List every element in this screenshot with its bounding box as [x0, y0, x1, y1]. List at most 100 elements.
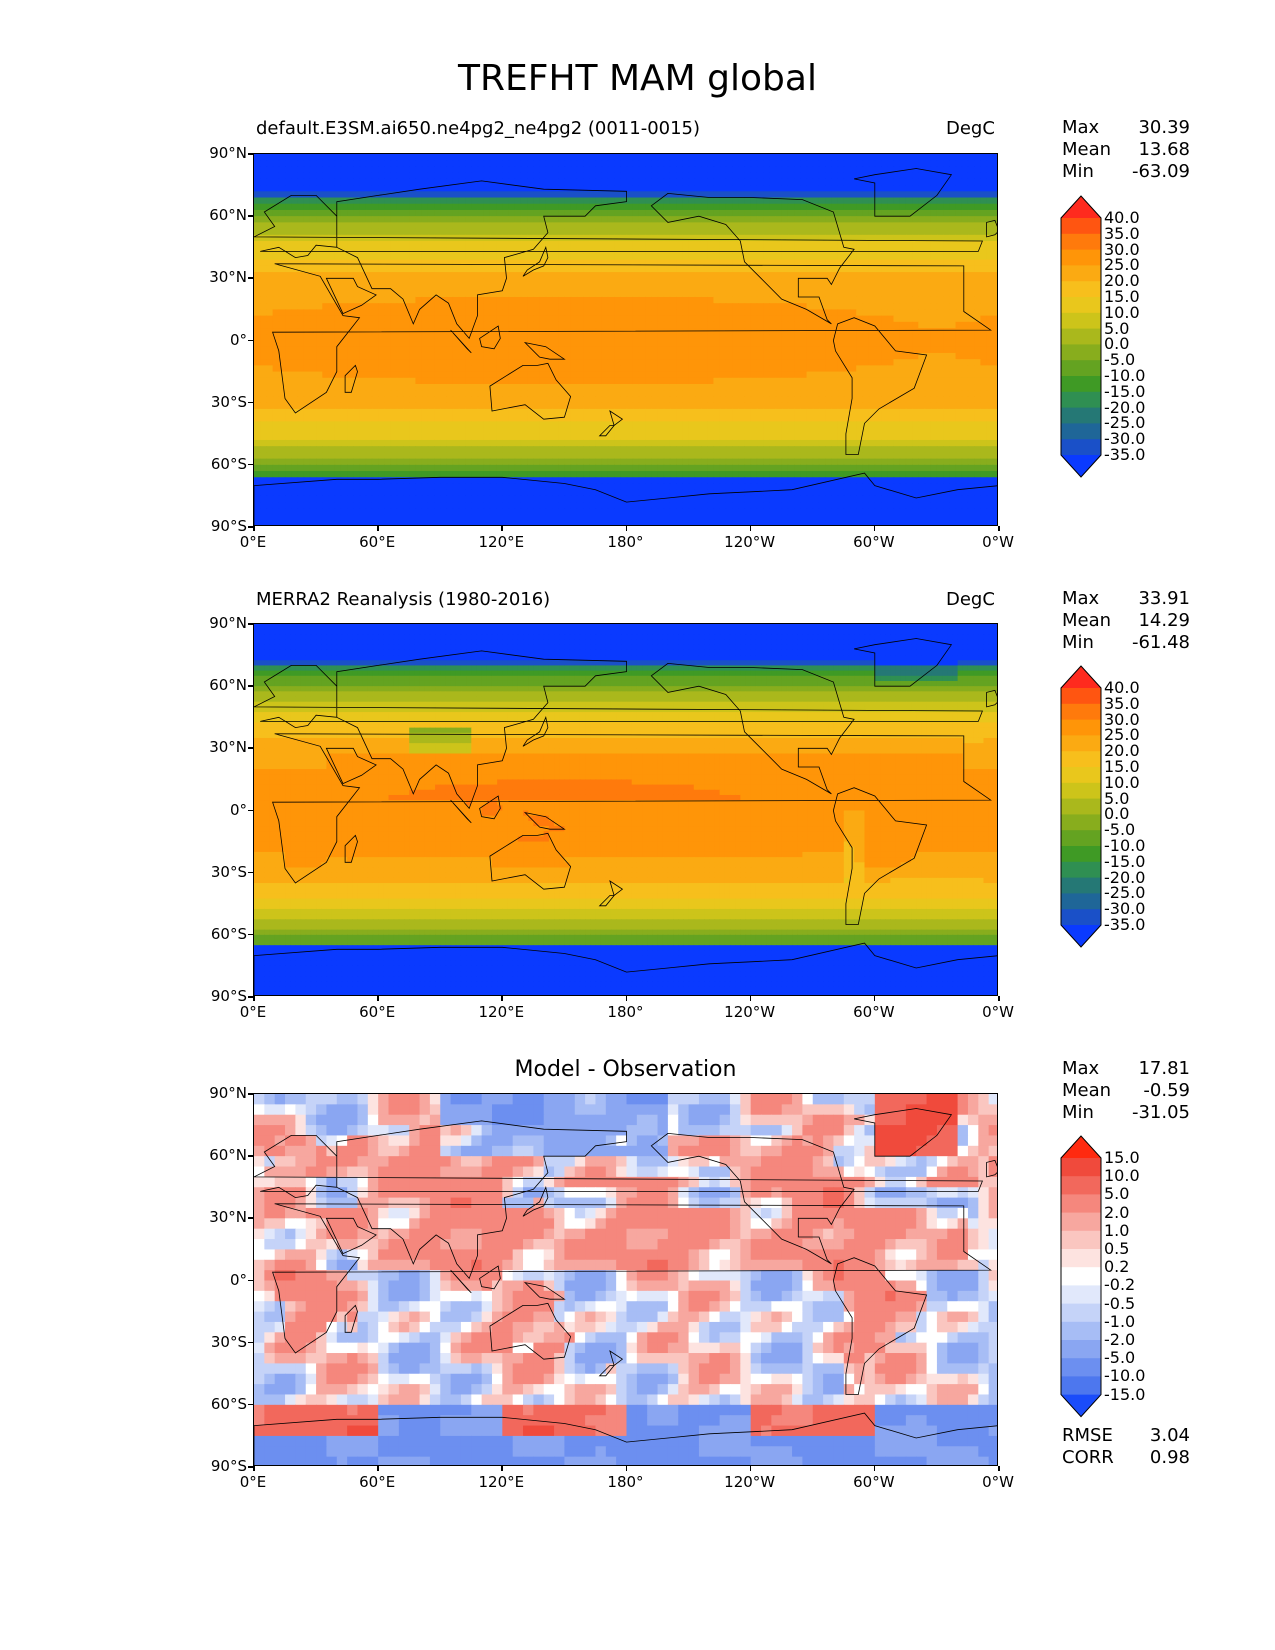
colorbar-tick-label: -35.0 — [1104, 447, 1145, 463]
lon-tick-label: 120°W — [720, 1003, 780, 1021]
lat-tick-mark — [248, 215, 253, 217]
colorbar-tick-label: -15.0 — [1104, 1386, 1145, 1403]
colorbar-tick-label: 15.0 — [1104, 759, 1140, 775]
colorbar-tick-label: -5.0 — [1104, 1350, 1135, 1366]
lat-tick-mark — [248, 1466, 253, 1468]
colorbar-segment — [1061, 423, 1101, 440]
lon-tick-label: 0°W — [968, 533, 1028, 551]
lon-tick-mark — [873, 526, 876, 531]
lon-tick-mark — [625, 526, 627, 531]
lon-tick-mark — [749, 1466, 752, 1471]
lon-tick-mark — [998, 1466, 1000, 1471]
stat-value: 17.81 — [1138, 1058, 1190, 1080]
colorbar-segment — [1061, 1176, 1101, 1195]
lon-tick-mark — [501, 1466, 503, 1471]
lon-tick-label: 60°W — [844, 1003, 904, 1021]
stat-name: Max — [1062, 1058, 1099, 1080]
lon-tick-label: 60°W — [844, 533, 904, 551]
colorbar-segment — [1061, 1358, 1101, 1377]
colorbar-segment — [1061, 846, 1101, 863]
colorbar-segment — [1061, 830, 1101, 847]
stat-value: 13.68 — [1138, 139, 1190, 161]
lon-tick-mark — [625, 996, 627, 1001]
stat-value: 3.04 — [1150, 1425, 1190, 1447]
stat-row-max: Max 30.39 — [1062, 117, 1190, 139]
stat-value: 30.39 — [1138, 117, 1190, 139]
colorbar-segment — [1061, 1285, 1101, 1305]
lon-tick-mark — [501, 996, 503, 1001]
colorbar-segment — [1061, 439, 1101, 456]
stat-row-corr: CORR 0.98 — [1062, 1447, 1190, 1469]
coastlines — [254, 638, 997, 995]
stat-row-mean: Mean 14.29 — [1062, 610, 1190, 632]
lon-tick-mark — [253, 526, 255, 531]
colorbar-outline — [1060, 195, 1102, 478]
stat-row-rmse: RMSE 3.04 — [1062, 1425, 1190, 1447]
colorbar-segment — [1061, 249, 1101, 266]
lat-tick-mark — [248, 463, 253, 466]
lat-tick-mark — [248, 401, 253, 404]
lat-tick-label: 30°S — [187, 863, 247, 881]
colorbar-tick-label: 40.0 — [1104, 680, 1140, 696]
colorbar-tick-label: -10.0 — [1104, 368, 1145, 384]
lat-tick-mark — [248, 153, 253, 155]
stat-name: RMSE — [1062, 1425, 1113, 1447]
stat-value: -31.05 — [1132, 1102, 1190, 1124]
lat-tick-mark — [248, 1093, 253, 1095]
lat-tick-label: 30°S — [187, 1333, 247, 1351]
lon-tick-mark — [625, 1466, 627, 1471]
stat-name: Mean — [1062, 610, 1111, 632]
lon-tick-label: 120°W — [720, 533, 780, 551]
panel3-map — [253, 1093, 998, 1466]
colorbar-tick-label: -5.0 — [1104, 352, 1135, 368]
lat-tick-label: 30°S — [187, 393, 247, 411]
stat-name: Max — [1062, 117, 1099, 139]
lat-tick-label: 60°S — [187, 1395, 247, 1413]
lat-tick-label: 90°S — [187, 517, 247, 535]
lat-tick-label: 60°N — [187, 1146, 247, 1164]
lat-tick-mark — [248, 277, 253, 279]
lat-tick-mark — [248, 623, 253, 625]
lat-tick-mark — [248, 1403, 253, 1406]
colorbar-segment — [1061, 861, 1101, 879]
lon-tick-mark — [749, 996, 752, 1001]
colorbar-segment — [1061, 360, 1101, 377]
lat-tick-mark — [248, 1279, 253, 1281]
lon-tick-label: 60°E — [347, 1473, 407, 1491]
stat-row-mean: Mean 13.68 — [1062, 139, 1190, 161]
stat-value: -63.09 — [1132, 161, 1190, 183]
colorbar-segment — [1061, 1321, 1101, 1341]
lat-tick-mark — [248, 339, 253, 341]
colorbar-tick-label: 10.0 — [1104, 774, 1140, 791]
stat-value: 14.29 — [1138, 610, 1190, 632]
stat-name: Min — [1062, 632, 1094, 654]
lat-tick-label: 90°N — [187, 614, 247, 632]
colorbar-tick-label: 30.0 — [1104, 241, 1140, 258]
lat-tick-label: 60°N — [187, 676, 247, 694]
stat-row-mean: Mean -0.59 — [1062, 1080, 1190, 1102]
lon-tick-mark — [873, 1466, 876, 1471]
colorbar-tick-label: 10.0 — [1104, 1168, 1140, 1184]
colorbar-segment — [1061, 782, 1101, 800]
colorbar-segment — [1061, 909, 1101, 926]
stat-name: Min — [1062, 1102, 1094, 1124]
colorbar-segment — [1061, 1303, 1101, 1323]
colorbar-tick-label: 0.0 — [1104, 336, 1129, 352]
colorbar-segment — [1061, 328, 1101, 345]
stat-row-min: Min -63.09 — [1062, 161, 1190, 183]
coastlines — [254, 1108, 997, 1465]
colorbar-tick-label: -25.0 — [1104, 885, 1145, 901]
stat-name: Min — [1062, 161, 1094, 183]
lon-tick-label: 120°W — [720, 1473, 780, 1491]
colorbar-tick-label: 20.0 — [1104, 743, 1140, 759]
lon-tick-mark — [377, 996, 379, 1001]
colorbar-segment — [1061, 1340, 1101, 1359]
lon-tick-mark — [998, 996, 1000, 1001]
stat-row-min: Min -31.05 — [1062, 1102, 1190, 1124]
colorbar-segment — [1061, 218, 1101, 235]
colorbar-segment — [1061, 297, 1101, 314]
lat-tick-mark — [248, 526, 253, 528]
lon-tick-mark — [377, 1466, 379, 1471]
lat-tick-mark — [248, 747, 253, 749]
colorbar-extend-max — [1061, 1136, 1101, 1158]
